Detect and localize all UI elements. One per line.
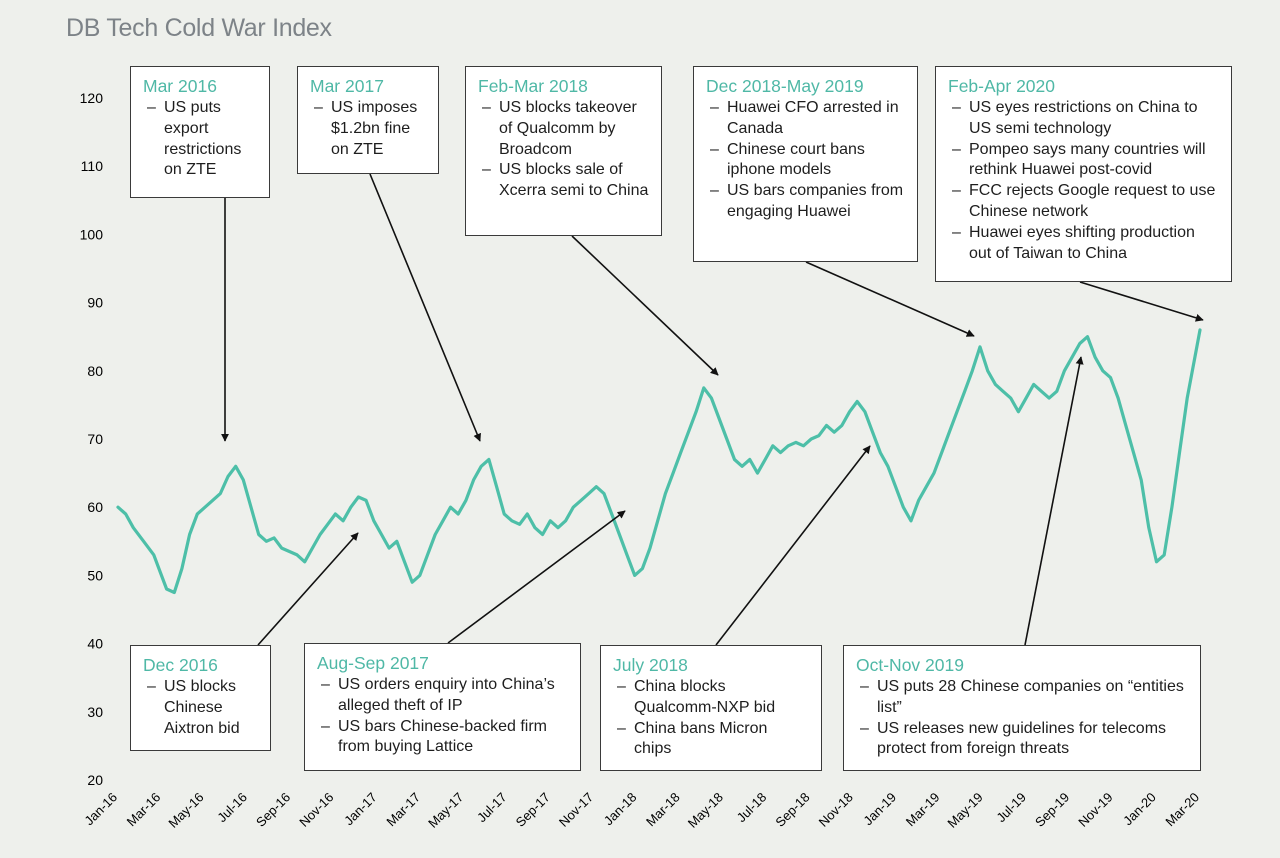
y-tick-label: 70 [87, 431, 103, 447]
annotation-title: Dec 2018-May 2019 [706, 76, 864, 96]
annotation-item: Chinese court bans iphone models [706, 140, 905, 182]
annotation-title: Aug-Sep 2017 [317, 653, 429, 673]
annotation-item: Pompeo says many countries will rethink … [948, 140, 1219, 182]
x-tick-label: Nov-18 [816, 790, 856, 830]
annotation-arrows [221, 173, 1204, 646]
y-tick-label: 20 [87, 772, 103, 788]
x-tick-label: Jul-18 [734, 790, 770, 826]
annotation-item: Huawei eyes shifting production out of T… [948, 223, 1219, 265]
annotation-item: US blocks sale of Xcerra semi to China [478, 160, 649, 202]
x-tick-label: Sep-16 [253, 790, 293, 830]
y-tick-label: 80 [87, 363, 103, 379]
annotation-item: Huawei CFO arrested in Canada [706, 98, 905, 140]
annotation-box-a2: Mar 2017US imposes $1.2bn fine on ZTE [297, 66, 439, 174]
x-tick-label: May-19 [944, 790, 985, 831]
annotation-arrow [447, 510, 626, 644]
y-tick-label: 110 [81, 158, 104, 174]
annotation-list: China blocks Qualcomm-NXP bidChina bans … [613, 677, 809, 760]
y-axis: 20 30 40 50 60 70 80 90 100 110 120 [80, 90, 104, 788]
x-tick-label: Mar-19 [903, 790, 943, 830]
annotation-item: US orders enquiry into China’s alleged t… [317, 675, 568, 717]
annotation-title: Oct-Nov 2019 [856, 655, 964, 675]
annotation-item: US eyes restrictions on China to US semi… [948, 98, 1219, 140]
y-tick-label: 90 [87, 295, 103, 311]
annotation-box-a5: Feb-Apr 2020US eyes restrictions on Chin… [935, 66, 1232, 282]
annotation-arrow [571, 235, 719, 376]
x-tick-label: Mar-16 [124, 790, 164, 830]
x-tick-label: May-18 [685, 790, 726, 831]
annotation-arrow [715, 445, 871, 646]
annotation-box-a3: Feb-Mar 2018US blocks takeover of Qualco… [465, 66, 662, 236]
annotation-item: US blocks Chinese Aixtron bid [143, 677, 258, 739]
annotation-title: Mar 2016 [143, 76, 217, 96]
x-tick-label: Nov-17 [556, 790, 596, 830]
annotation-list: US blocks takeover of Qualcomm by Broadc… [478, 98, 649, 202]
annotation-list: US orders enquiry into China’s alleged t… [317, 675, 568, 758]
annotation-box-a1: Mar 2016US puts export restrictions on Z… [130, 66, 270, 198]
annotation-title: Dec 2016 [143, 655, 218, 675]
y-tick-label: 120 [80, 90, 104, 106]
series-line-db-tech-cold-war-index [116, 328, 1202, 595]
x-tick-label: Jan-17 [341, 790, 380, 829]
annotation-box-a7: Aug-Sep 2017US orders enquiry into China… [304, 643, 581, 771]
annotation-list: US puts export restrictions on ZTE [143, 98, 257, 181]
y-tick-label: 30 [87, 704, 103, 720]
annotation-arrow [1079, 281, 1204, 322]
annotation-item: US puts export restrictions on ZTE [143, 98, 257, 181]
annotation-item: China bans Micron chips [613, 719, 809, 761]
y-tick-label: 100 [80, 226, 104, 242]
annotation-list: US eyes restrictions on China to US semi… [948, 98, 1219, 264]
x-tick-label: Jan-18 [601, 790, 640, 829]
annotation-arrow [369, 173, 481, 442]
x-tick-label: Mar-18 [643, 790, 683, 830]
y-tick-label: 40 [87, 636, 103, 652]
x-tick-label: Sep-17 [513, 790, 553, 830]
x-tick-label: Jan-20 [1120, 790, 1159, 829]
annotation-list: US blocks Chinese Aixtron bid [143, 677, 258, 739]
annotation-item: US bars companies from engaging Huawei [706, 181, 905, 223]
x-tick-label: May-17 [425, 790, 466, 831]
annotation-title: Mar 2017 [310, 76, 384, 96]
annotation-item: US bars Chinese-backed firm from buying … [317, 717, 568, 759]
x-axis: Jan-16 Mar-16 May-16 Jul-16 Sep-16 Nov-16 Jan-… [81, 790, 1202, 831]
x-tick-label: Jul-16 [214, 790, 250, 826]
annotation-item: FCC rejects Google request to use Chines… [948, 181, 1219, 223]
x-tick-label: Jul-17 [474, 790, 510, 826]
x-tick-label: Nov-19 [1075, 790, 1115, 830]
x-tick-label: Mar-17 [383, 790, 423, 830]
y-tick-label: 50 [87, 567, 103, 583]
annotation-box-a9: Oct-Nov 2019US puts 28 Chinese companies… [843, 645, 1201, 771]
annotation-title: Feb-Apr 2020 [948, 76, 1056, 96]
annotation-title: July 2018 [613, 655, 688, 675]
annotation-arrow [1024, 356, 1084, 646]
chart-title: DB Tech Cold War Index [66, 14, 332, 42]
annotation-item: China blocks Qualcomm-NXP bid [613, 677, 809, 719]
x-tick-label: Jan-16 [81, 790, 120, 829]
annotation-arrow [257, 532, 359, 646]
x-tick-label: Jan-19 [860, 790, 899, 829]
annotation-arrow [805, 261, 975, 337]
annotation-box-a4: Dec 2018-May 2019Huawei CFO arrested in … [693, 66, 918, 262]
x-tick-label: Jul-19 [993, 790, 1029, 826]
annotation-item: US releases new guidelines for telecoms … [856, 719, 1188, 761]
y-tick-label: 60 [87, 499, 103, 515]
annotation-title: Feb-Mar 2018 [478, 76, 588, 96]
x-tick-label: Sep-19 [1032, 790, 1072, 830]
annotation-box-a6: Dec 2016US blocks Chinese Aixtron bid [130, 645, 271, 751]
x-tick-label: May-16 [165, 790, 206, 831]
annotation-list: Huawei CFO arrested in CanadaChinese cou… [706, 98, 905, 223]
x-tick-label: Nov-16 [296, 790, 336, 830]
annotation-list: US puts 28 Chinese companies on “entitie… [856, 677, 1188, 760]
annotation-item: US imposes $1.2bn fine on ZTE [310, 98, 426, 160]
annotation-item: US blocks takeover of Qualcomm by Broadc… [478, 98, 649, 160]
annotation-item: US puts 28 Chinese companies on “entitie… [856, 677, 1188, 719]
annotation-box-a8: July 2018China blocks Qualcomm-NXP bidCh… [600, 645, 822, 771]
annotation-list: US imposes $1.2bn fine on ZTE [310, 98, 426, 160]
x-tick-label: Mar-20 [1162, 790, 1202, 830]
x-tick-label: Sep-18 [772, 790, 812, 830]
